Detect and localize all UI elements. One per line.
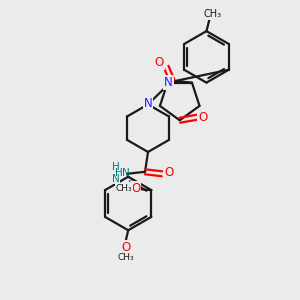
Text: O: O xyxy=(198,111,207,124)
Text: H: H xyxy=(115,168,122,178)
Text: N: N xyxy=(122,168,130,178)
Text: O: O xyxy=(154,56,164,69)
Text: N: N xyxy=(144,97,152,110)
Text: N: N xyxy=(164,76,173,89)
Text: CH₃: CH₃ xyxy=(115,184,132,193)
Text: O: O xyxy=(122,241,131,254)
Text: H
N: H N xyxy=(112,162,119,184)
Text: O: O xyxy=(164,166,173,179)
Text: CH₃: CH₃ xyxy=(203,9,221,19)
Text: O: O xyxy=(131,182,140,195)
Text: CH₃: CH₃ xyxy=(118,253,134,262)
